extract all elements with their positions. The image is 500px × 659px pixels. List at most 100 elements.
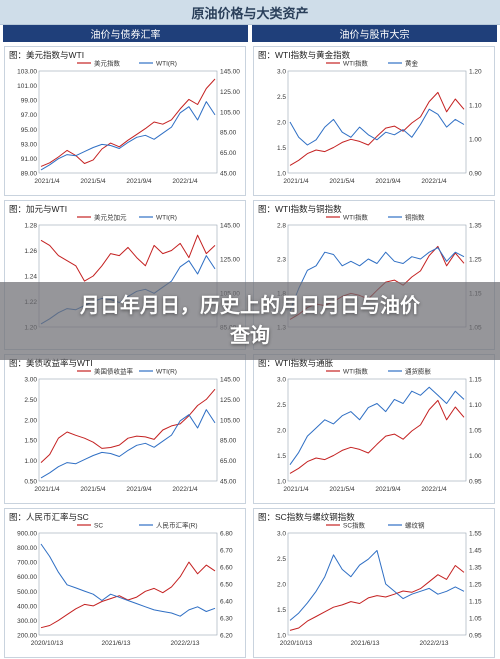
y-left-tick-label: 3.0 xyxy=(277,69,286,76)
y-right-tick-label: 1.05 xyxy=(469,428,482,435)
x-tick-label: 2021/1/4 xyxy=(34,178,60,185)
y-right-tick-label: 6.50 xyxy=(220,582,233,589)
legend-label: WTI指数 xyxy=(343,213,368,222)
chart-panel-6: 3.0 2.5 2.0 1.5 1.0 1.15 1.10 1.05 1.00 0.95 2021/… xyxy=(253,354,495,504)
y-left-tick-label: 2.0 xyxy=(277,428,286,435)
x-tick-label: 2021/1/4 xyxy=(283,486,309,493)
y-right-tick-label: 1.10 xyxy=(469,103,482,110)
y-right-tick-label: 45.00 xyxy=(220,171,237,178)
y-right-tick-label: 1.45 xyxy=(469,548,482,555)
series-line-2 xyxy=(289,108,465,146)
y-right-tick-label: 125.00 xyxy=(220,257,240,264)
y-left-tick-label: 400.00 xyxy=(17,603,37,610)
y-left-tick-label: 1.5 xyxy=(277,453,286,460)
y-right-tick-label: 1.15 xyxy=(469,599,482,606)
series-line-2 xyxy=(40,543,216,617)
x-tick-label: 2021/9/4 xyxy=(126,486,152,493)
series-line-1 xyxy=(40,388,216,463)
y-right-tick-label: 65.00 xyxy=(220,458,237,465)
series-line-2 xyxy=(40,101,216,171)
x-tick-label: 2021/1/4 xyxy=(283,178,309,185)
y-left-tick-label: 1.24 xyxy=(24,274,37,281)
y-left-tick-label: 0.50 xyxy=(24,479,37,486)
plot-frame xyxy=(38,70,218,174)
series-line-1 xyxy=(40,561,216,629)
y-left-tick-label: 2.3 xyxy=(277,257,286,264)
legend-label: WTI(R) xyxy=(156,369,177,376)
y-left-tick-label: 93.00 xyxy=(21,141,38,148)
legend-label: 黄金 xyxy=(405,59,419,68)
y-left-tick-label: 1.26 xyxy=(24,248,37,255)
y-left-tick-label: 1.0 xyxy=(277,171,286,178)
x-tick-label: 2021/6/13 xyxy=(351,640,380,647)
series-line-2 xyxy=(289,550,465,621)
x-tick-label: 2021/1/4 xyxy=(34,486,60,493)
chart-svg-6: 3.0 2.5 2.0 1.5 1.0 1.15 1.10 1.05 1.00 0.95 2021/… xyxy=(277,367,482,494)
y-left-tick-label: 2.0 xyxy=(277,120,286,127)
y-right-tick-label: 1.35 xyxy=(469,223,482,230)
y-right-tick-label: 1.25 xyxy=(469,582,482,589)
series-line-1 xyxy=(40,78,216,167)
y-left-tick-label: 500.00 xyxy=(17,589,37,596)
chart-svg-7: 900.00 800.00 700.00 600.00 500.00 400.00 300.… xyxy=(17,521,233,648)
series-line-2 xyxy=(40,409,216,479)
y-left-tick-label: 700.00 xyxy=(17,560,37,567)
x-tick-label: 2021/5/4 xyxy=(329,178,355,185)
y-right-tick-label: 6.30 xyxy=(220,616,233,623)
chart-title: 图：美元指数与WTI xyxy=(9,50,85,60)
y-left-tick-label: 2.8 xyxy=(277,223,286,230)
chart-svg-2: 3.0 2.5 2.0 1.5 1.0 1.20 1.10 1.00 0.90 2021/1/4 2… xyxy=(277,59,482,186)
y-right-tick-label: 6.80 xyxy=(220,531,233,538)
legend-label: 美元兑加元 xyxy=(94,213,127,222)
x-tick-label: 2022/1/4 xyxy=(172,178,198,185)
x-tick-label: 2021/9/4 xyxy=(375,178,401,185)
y-left-tick-label: 300.00 xyxy=(17,618,37,625)
y-right-tick-label: 1.20 xyxy=(469,69,482,76)
y-left-tick-label: 1.0 xyxy=(277,479,286,486)
chart-panel-7: 900.00 800.00 700.00 600.00 500.00 400.00 300.… xyxy=(4,508,246,658)
series-line-2 xyxy=(289,386,465,465)
y-right-tick-label: 1.35 xyxy=(469,565,482,572)
y-left-tick-label: 103.00 xyxy=(17,69,37,76)
y-right-tick-label: 145.00 xyxy=(220,69,240,76)
legend-label: 通货膨胀 xyxy=(405,367,432,376)
y-left-tick-label: 1.28 xyxy=(24,223,37,230)
legend-label: WTI(R) xyxy=(156,215,177,222)
y-left-tick-label: 91.00 xyxy=(21,156,38,163)
y-left-tick-label: 97.00 xyxy=(21,112,38,119)
chart-panel-2: 3.0 2.5 2.0 1.5 1.0 1.20 1.10 1.00 0.90 2021/1/4 2… xyxy=(253,46,495,196)
legend-label: WTI指数 xyxy=(343,367,368,376)
x-tick-label: 2020/10/13 xyxy=(31,640,64,647)
x-tick-label: 2021/5/4 xyxy=(80,178,106,185)
x-tick-label: 2021/6/13 xyxy=(102,640,131,647)
y-right-tick-label: 6.40 xyxy=(220,599,233,606)
headline-overlay: 月日年月日，历史上的月日月日与油价 查询 xyxy=(0,282,500,360)
y-right-tick-label: 1.55 xyxy=(469,531,482,538)
y-left-tick-label: 1.00 xyxy=(24,458,37,465)
chart-panel-5: 3.00 2.50 2.00 1.50 1.00 0.50 145.00 125.00 105.… xyxy=(4,354,246,504)
plot-frame xyxy=(287,70,467,174)
right-column-header: 油价与股市大宗 xyxy=(252,25,497,42)
chart-svg-5: 3.00 2.50 2.00 1.50 1.00 0.50 145.00 125.00 105.… xyxy=(24,367,240,494)
plot-frame xyxy=(287,378,467,482)
y-right-tick-label: 6.60 xyxy=(220,565,233,572)
x-tick-label: 2021/9/4 xyxy=(126,178,152,185)
y-right-tick-label: 1.05 xyxy=(469,616,482,623)
y-right-tick-label: 145.00 xyxy=(220,223,240,230)
y-right-tick-label: 105.00 xyxy=(220,417,240,424)
legend-label: 美国债收益率 xyxy=(94,367,134,376)
chart-svg-1: 103.00 101.00 99.00 97.00 95.00 93.00 91.00 89.… xyxy=(17,59,240,186)
y-right-tick-label: 1.15 xyxy=(469,377,482,384)
y-left-tick-label: 3.0 xyxy=(277,377,286,384)
y-right-tick-label: 1.00 xyxy=(469,453,482,460)
legend-label: 螺纹钢 xyxy=(405,521,425,530)
y-right-tick-label: 0.95 xyxy=(469,479,482,486)
y-left-tick-label: 101.00 xyxy=(17,83,37,90)
y-left-tick-label: 600.00 xyxy=(17,574,37,581)
y-right-tick-label: 0.90 xyxy=(469,171,482,178)
headline-line-1: 月日年月日，历史上的月日月日与油价 xyxy=(80,295,420,317)
legend-label: SC xyxy=(94,523,103,530)
x-tick-label: 2021/9/4 xyxy=(375,486,401,493)
y-left-tick-label: 200.00 xyxy=(17,633,37,640)
series-line-1 xyxy=(40,234,216,282)
